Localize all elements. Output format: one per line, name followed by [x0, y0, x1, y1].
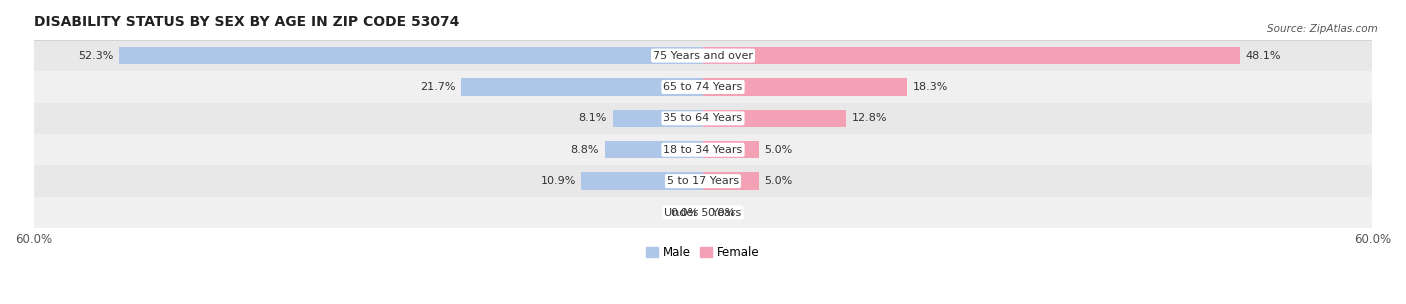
Text: 65 to 74 Years: 65 to 74 Years: [664, 82, 742, 92]
Text: 21.7%: 21.7%: [420, 82, 456, 92]
Text: 35 to 64 Years: 35 to 64 Years: [664, 113, 742, 123]
Text: DISABILITY STATUS BY SEX BY AGE IN ZIP CODE 53074: DISABILITY STATUS BY SEX BY AGE IN ZIP C…: [34, 15, 458, 29]
Bar: [34, 40, 1372, 71]
Text: 18 to 34 Years: 18 to 34 Years: [664, 145, 742, 155]
Text: 8.8%: 8.8%: [571, 145, 599, 155]
Bar: [461, 78, 703, 95]
Bar: [703, 78, 907, 95]
Text: 52.3%: 52.3%: [79, 50, 114, 60]
Text: 5.0%: 5.0%: [765, 176, 793, 186]
Text: 0.0%: 0.0%: [671, 208, 699, 218]
Bar: [613, 110, 703, 127]
Text: 0.0%: 0.0%: [707, 208, 735, 218]
Text: 5.0%: 5.0%: [765, 145, 793, 155]
Legend: Male, Female: Male, Female: [641, 241, 765, 264]
Bar: [605, 141, 703, 158]
Bar: [703, 47, 1240, 64]
Text: 12.8%: 12.8%: [852, 113, 887, 123]
Text: Source: ZipAtlas.com: Source: ZipAtlas.com: [1267, 24, 1378, 34]
Bar: [703, 110, 846, 127]
Text: 10.9%: 10.9%: [540, 176, 576, 186]
Text: 5 to 17 Years: 5 to 17 Years: [666, 176, 740, 186]
Text: 75 Years and over: 75 Years and over: [652, 50, 754, 60]
Bar: [120, 47, 703, 64]
Bar: [34, 71, 1372, 103]
Bar: [34, 197, 1372, 228]
Text: Under 5 Years: Under 5 Years: [665, 208, 741, 218]
Text: 8.1%: 8.1%: [579, 113, 607, 123]
Text: 18.3%: 18.3%: [912, 82, 948, 92]
Text: 48.1%: 48.1%: [1246, 50, 1281, 60]
Bar: [34, 134, 1372, 165]
Bar: [34, 103, 1372, 134]
Bar: [703, 172, 759, 190]
Bar: [582, 172, 703, 190]
Bar: [34, 165, 1372, 197]
Bar: [703, 141, 759, 158]
